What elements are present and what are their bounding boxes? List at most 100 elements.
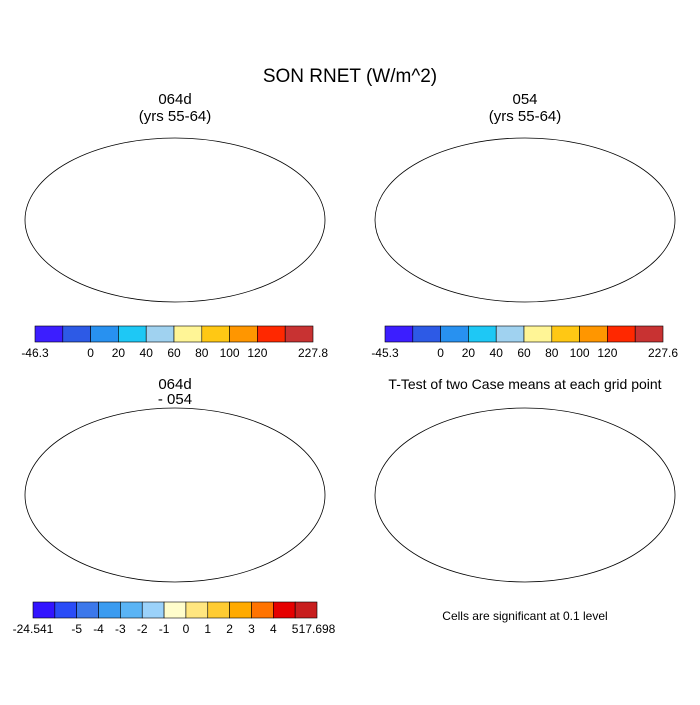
significant-cells xyxy=(610,525,645,544)
colorbar-label: -45.3 xyxy=(371,346,399,360)
colorbar-label: -46.3 xyxy=(21,346,49,360)
panel-note: Cells are significant at 0.1 level xyxy=(442,609,607,623)
map xyxy=(25,410,325,590)
colorbar-label: 40 xyxy=(490,346,504,360)
colorbar-box xyxy=(251,601,274,619)
colorbar-label: 227.8 xyxy=(298,346,328,360)
significant-cells xyxy=(585,453,595,461)
landmass xyxy=(25,284,325,310)
colorbar-box xyxy=(98,601,121,619)
colorbar-label: 120 xyxy=(247,346,267,360)
landmass xyxy=(503,196,567,266)
colorbar-box xyxy=(118,325,147,343)
colorbar-box xyxy=(607,325,636,343)
colorbar-label: 60 xyxy=(517,346,531,360)
colorbar-box xyxy=(551,325,580,343)
colorbar-label: -1 xyxy=(159,622,170,636)
landmass xyxy=(611,516,656,554)
landmass xyxy=(153,470,217,544)
landmass xyxy=(611,240,656,276)
landmass xyxy=(375,284,675,310)
significant-cells xyxy=(435,431,443,437)
colorbar-label: 5 xyxy=(292,622,299,636)
colorbar-label: 80 xyxy=(195,346,209,360)
colorbar-box xyxy=(163,601,187,619)
colorbar-box xyxy=(468,325,497,343)
sahel-band xyxy=(155,480,215,486)
map-border xyxy=(24,407,326,583)
landmass xyxy=(503,470,567,544)
landmass xyxy=(79,220,130,292)
significant-cells xyxy=(535,506,547,521)
map xyxy=(375,410,675,590)
landmass xyxy=(429,495,480,571)
colorbar-box xyxy=(76,601,99,619)
colorbar-label: 227.6 xyxy=(648,346,678,360)
map xyxy=(25,140,325,310)
landmass xyxy=(393,144,487,216)
landmass xyxy=(513,144,663,216)
landmass xyxy=(153,196,217,266)
colorbar-label: 120 xyxy=(597,346,617,360)
colorbar-label: 17.698 xyxy=(299,622,336,636)
landmass xyxy=(429,220,480,292)
colorbar-label: 40 xyxy=(140,346,154,360)
colorbar-box xyxy=(54,601,77,619)
panel-title: T-Test of two Case means at each grid po… xyxy=(388,376,661,392)
colorbar-label: 2 xyxy=(226,622,233,636)
colorbar-box xyxy=(495,325,525,343)
panel-subtitle: (yrs 55-64) xyxy=(139,108,212,125)
colorbar-box xyxy=(273,601,296,619)
colorbar-box xyxy=(440,325,469,343)
map-border xyxy=(374,137,676,303)
colorbar-box xyxy=(523,325,553,343)
colorbar-box xyxy=(229,601,252,619)
panel-subtitle: - 054 xyxy=(158,391,192,408)
colorbar-label: 100 xyxy=(220,346,240,360)
colorbar-box xyxy=(284,325,314,343)
colorbar-box xyxy=(412,325,441,343)
landmass xyxy=(393,414,487,490)
colorbar-box xyxy=(257,325,286,343)
landmass xyxy=(43,414,137,490)
colorbar-box xyxy=(185,601,209,619)
map-border xyxy=(24,137,326,303)
significant-cells xyxy=(495,474,535,480)
colorbar-box xyxy=(90,325,119,343)
colorbar-label: 100 xyxy=(570,346,590,360)
colorbar-box xyxy=(120,601,143,619)
colorbar-label: 1 xyxy=(204,622,211,636)
panel-subtitle: (yrs 55-64) xyxy=(489,108,562,125)
colorbar-box xyxy=(207,601,230,619)
landmass xyxy=(513,414,663,490)
landmass xyxy=(25,563,325,591)
colorbar-box xyxy=(62,325,91,343)
panel-title: 064d xyxy=(158,91,191,108)
landmass xyxy=(375,563,675,591)
colorbar-label: 60 xyxy=(167,346,181,360)
colorbar-label: 20 xyxy=(462,346,476,360)
colorbar-box xyxy=(173,325,203,343)
colorbar-label: -2 xyxy=(137,622,148,636)
colorbar-label: 4 xyxy=(270,622,277,636)
colorbar-label: 80 xyxy=(545,346,559,360)
colorbar-box xyxy=(229,325,258,343)
map-border xyxy=(374,407,676,583)
colorbar-label: -4 xyxy=(93,622,104,636)
colorbar-box xyxy=(579,325,608,343)
colorbar-label: 3 xyxy=(248,622,255,636)
colorbar-label: 0 xyxy=(437,346,444,360)
colorbar-label: -24.541 xyxy=(13,622,54,636)
landmass xyxy=(261,240,306,276)
colorbar-box xyxy=(201,325,230,343)
panel-title: 064d xyxy=(158,376,191,393)
colorbar-label: 20 xyxy=(112,346,126,360)
colorbar-label: 0 xyxy=(183,622,190,636)
colorbar-label: -3 xyxy=(115,622,126,636)
colorbar-label: 0 xyxy=(87,346,94,360)
landmass xyxy=(79,495,130,571)
colorbar-box xyxy=(141,601,165,619)
colorbar-label: -5 xyxy=(71,622,82,636)
colorbar-box xyxy=(294,601,318,619)
